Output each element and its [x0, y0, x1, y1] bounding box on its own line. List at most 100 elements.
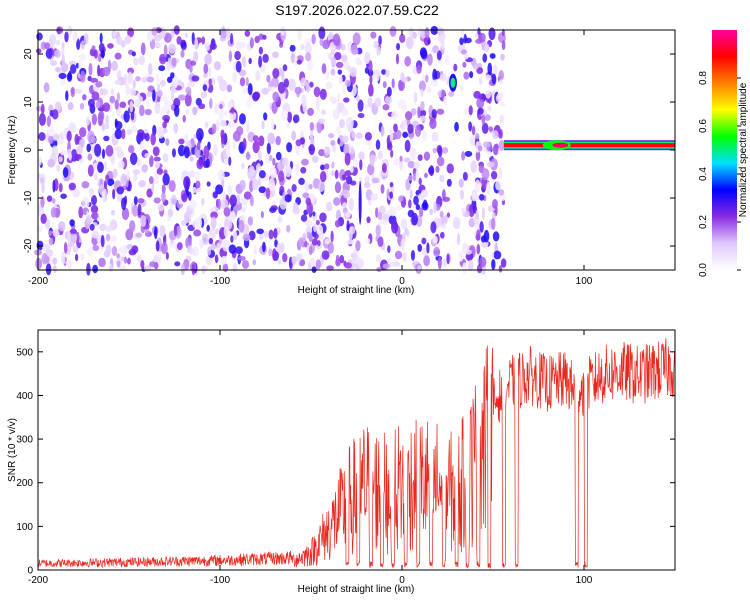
heatmap-cell	[144, 108, 152, 116]
heatmap-cell	[334, 181, 342, 194]
heatmap-cell	[229, 194, 237, 207]
heatmap-cell	[92, 245, 100, 251]
heatmap-cell	[79, 127, 87, 138]
heatmap-cell	[89, 223, 95, 231]
heatmap-cell	[311, 155, 319, 163]
heatmap-cell	[311, 33, 316, 45]
heatmap-cell	[94, 143, 102, 157]
heatmap-cell	[272, 248, 277, 261]
heatmap-cell	[469, 135, 476, 146]
heatmap-cell	[287, 111, 293, 123]
heatmap-cell	[268, 248, 273, 257]
heatmap-cell	[407, 123, 414, 134]
heatmap-cell	[107, 43, 114, 49]
heatmap-cell	[219, 28, 228, 39]
heatmap-cell	[499, 101, 506, 108]
heatmap-cell	[46, 115, 52, 128]
heatmap-cell	[153, 171, 159, 185]
heatmap-cell	[222, 239, 231, 252]
heatmap-cell	[389, 25, 397, 37]
heatmap-cell	[399, 163, 404, 171]
heatmap-cell	[346, 224, 350, 232]
chart-title: S197.2026.022.07.59.C22	[275, 2, 439, 18]
heatmap-cell	[208, 237, 214, 245]
heatmap-cell	[123, 73, 128, 86]
heatmap-cell	[348, 198, 354, 211]
heatmap-cell	[492, 64, 498, 76]
heatmap-cell	[315, 219, 320, 226]
heatmap-cell	[280, 110, 288, 122]
heatmap-cell	[35, 257, 43, 270]
heatmap-cell	[238, 255, 246, 261]
heatmap-cell	[236, 126, 244, 136]
snr-y-ticks: 0 100 200 300 400 500	[16, 347, 675, 577]
heatmap-cell	[116, 36, 123, 46]
heatmap-cell	[124, 35, 132, 45]
heatmap-cell	[170, 90, 175, 102]
heatmap-cell	[196, 141, 201, 151]
heatmap-cell	[339, 119, 345, 129]
heatmap-cell	[195, 170, 201, 183]
heatmap-cell	[376, 46, 381, 56]
y-tick-label: -20	[23, 238, 34, 253]
heatmap-cell	[98, 53, 102, 63]
heatmap-cell	[318, 148, 325, 157]
heatmap-cell	[485, 90, 491, 99]
heatmap-cell	[344, 170, 353, 177]
heatmap-cell	[138, 55, 145, 66]
heatmap-cell	[410, 250, 416, 261]
heatmap-cell	[469, 71, 474, 79]
heatmap-cell	[152, 146, 160, 157]
heatmap-cell	[116, 92, 121, 102]
heatmap-cell	[324, 163, 330, 170]
heatmap-cell	[463, 242, 468, 254]
heatmap-cell	[153, 197, 161, 204]
heatmap-cell	[193, 229, 202, 237]
heatmap-cell	[436, 50, 442, 61]
heatmap-cell	[367, 83, 374, 97]
colorbar-tick-label: 0.0	[698, 263, 709, 277]
heatmap-cell	[55, 39, 61, 46]
heatmap-cell	[229, 111, 237, 121]
heatmap-cell	[191, 75, 200, 82]
heatmap-cell	[458, 250, 464, 262]
heatmap-cell	[385, 95, 393, 105]
heatmap-cell	[114, 146, 122, 152]
heatmap-cell	[432, 45, 439, 54]
heatmap-cell	[87, 164, 94, 177]
heatmap-cell	[72, 233, 77, 243]
heatmap-cell	[371, 75, 376, 82]
heatmap-cell	[38, 132, 46, 141]
heatmap-cell	[244, 30, 251, 37]
heatmap-cell	[50, 207, 57, 218]
heatmap-cell	[92, 264, 98, 274]
heatmap-cell	[105, 114, 109, 126]
heatmap-cell	[246, 120, 250, 134]
heatmap-cell	[432, 235, 438, 244]
heatmap-cell	[263, 112, 268, 121]
heatmap-cell	[40, 213, 47, 224]
heatmap-cell	[430, 79, 439, 87]
heatmap-cell	[346, 175, 353, 185]
heatmap-cell	[38, 156, 42, 166]
heatmap-cell	[124, 195, 128, 206]
heatmap-cell	[180, 49, 185, 58]
heatmap-cell	[173, 224, 178, 237]
heatmap-cell	[40, 196, 45, 208]
heatmap-cell	[269, 167, 277, 179]
heatmap-cell	[205, 158, 210, 169]
x-tick-label: -200	[28, 276, 48, 287]
heatmap-cell	[321, 109, 326, 115]
heatmap-cell	[344, 262, 352, 269]
heatmap-cell	[102, 102, 111, 112]
heatmap-cell	[480, 235, 487, 243]
heatmap-cell	[412, 172, 417, 182]
heatmap-cell	[153, 156, 161, 162]
heatmap-cell	[133, 196, 138, 206]
heatmap-cell	[235, 41, 242, 51]
heatmap-cell	[141, 76, 147, 83]
heatmap-cell	[178, 138, 185, 145]
heatmap-cell	[105, 225, 113, 233]
heatmap-cell	[72, 188, 81, 198]
heatmap-cell	[233, 230, 238, 241]
